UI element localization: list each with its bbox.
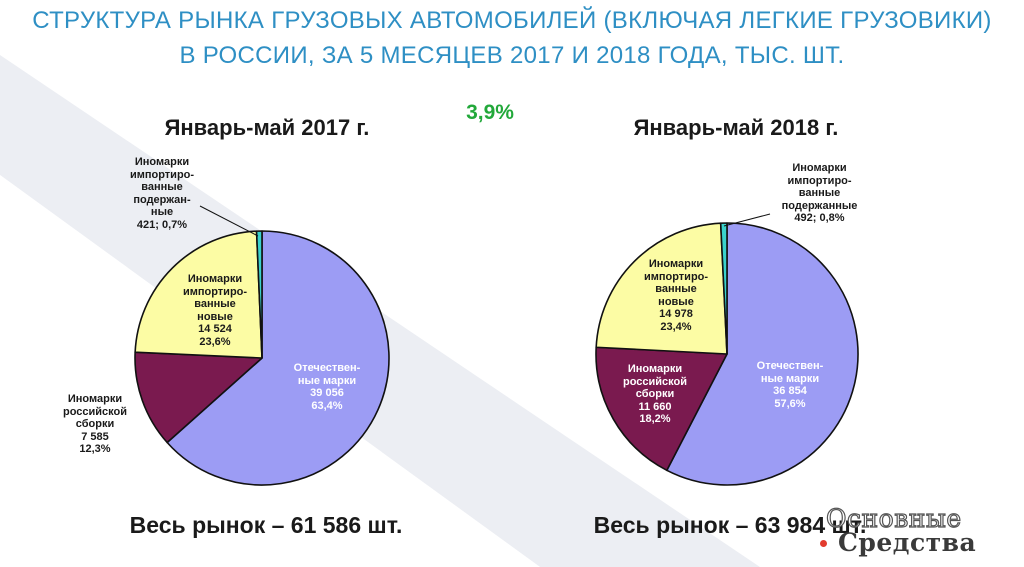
pie-2018-label-russian-line: 11 660: [638, 400, 672, 413]
pie-2018-label-new-line: ванные: [655, 283, 697, 295]
pie-2017-leader-line: [199, 205, 259, 237]
pie-2017-label-russian-line: российской: [62, 405, 127, 418]
pie-2017-label-domestic: Отечествен- ные марки 39 056 63,4%: [272, 362, 382, 412]
pie-2018-label-new-line: новые: [658, 295, 694, 308]
pie-2018-slice-imported-used: [719, 222, 728, 355]
pie-2017-label-domestic-line: Отечествен-: [293, 362, 361, 374]
pie-2018-label-domestic-line: 36 854: [773, 385, 807, 397]
pie-2018-slice-imported-new: [595, 222, 728, 355]
pie-2017-label-new-line: импортиро-: [182, 285, 248, 298]
logo-line-1: Основные: [825, 503, 962, 533]
pie-2017-label-new-line: 14 524: [198, 323, 232, 335]
pie-2017-total: Весь рынок – 61 586 шт.: [129, 512, 403, 538]
pie-2018-label-domestic-line: 57,6%: [774, 397, 806, 410]
pie-2017-label-russian-assembly: Иномарки российской сборки 7 585 12,3%: [50, 393, 140, 456]
pie-2018-label-russian-assembly: Иномарки российской сборки 11 660 18,2%: [610, 363, 700, 426]
pie-2017-slice-imported-used: [255, 230, 263, 359]
pie-2018-label-imported-used: Иномарки импортиро- ванные подержанные 4…: [762, 162, 877, 225]
chart-title-line-2: В РОССИИ, ЗА 5 МЕСЯЦЕВ 2017 И 2018 ГОДА,…: [179, 42, 845, 69]
pie-2017-label-new-line: Иномарки: [187, 273, 243, 285]
pie-2018-label-new-line: 14 978: [659, 308, 693, 320]
pie-2017-label-russian-line: 7 585: [81, 430, 109, 443]
pie-2017-label-russian-line: 12,3%: [79, 443, 111, 455]
pie-2017-label-imported-used: Иномарки импортиро- ванные подержан- ные…: [112, 156, 212, 231]
pie-2018-label-new-line: 23,4%: [660, 320, 692, 333]
pie-2017-label-russian-line: Иномарки: [67, 393, 123, 405]
pie-2018-label-russian-line: 18,2%: [639, 413, 671, 425]
pie-2017-label-used-line: 421; 0,7%: [136, 218, 188, 231]
pie-2017-label-new-line: ванные: [194, 298, 236, 310]
pie-2018-label-used-line: ванные: [798, 187, 841, 199]
pie-2018-leader-line: [723, 213, 771, 227]
pie-2017-label-domestic-line: 63,4%: [311, 399, 343, 412]
pie-2018-label-used-line: 492; 0,8%: [794, 212, 845, 224]
growth-percentage: 3,9%: [466, 101, 514, 124]
pie-2018-title: Январь-май 2018 г.: [633, 115, 839, 140]
logo-line-2: Средства: [838, 528, 977, 557]
pie-2017-label-used-line: ванные: [141, 181, 183, 193]
pie-2018-label-domestic: Отечествен- ные марки 36 854 57,6%: [740, 360, 840, 410]
pie-2017-label-imported-new: Иномарки импортиро- ванные новые 14 524 …: [165, 273, 265, 348]
pie-2018-label-new-line: Иномарки: [648, 258, 704, 270]
logo-dot-icon: [820, 540, 827, 547]
pie-2017-slice-domestic: [166, 230, 390, 486]
pie-2018-total: Весь рынок – 63 984 шт.: [593, 512, 867, 538]
pie-2018-label-domestic-line: Отечествен-: [756, 360, 824, 372]
pie-2017-slice-imported-new: [134, 230, 263, 359]
pie-2017-label-new-line: новые: [197, 310, 233, 323]
pie-2018-label-used-line: импортиро-: [787, 174, 852, 187]
pie-2017-label-russian-line: сборки: [75, 418, 115, 430]
osnovnye-sredstva-logo: Основные Средства: [798, 503, 1008, 560]
pie-2018-label-russian-line: Иномарки: [627, 363, 683, 375]
pie-2017-slice-russian-assembly: [134, 351, 263, 444]
pie-2018-label-imported-new: Иномарки импортиро- ванные новые 14 978 …: [626, 258, 726, 333]
pie-2018-label-used-line: Иномарки: [792, 162, 847, 174]
chart-title-line-1: СТРУКТУРА РЫНКА ГРУЗОВЫХ АВТОМОБИЛЕЙ (ВК…: [32, 7, 992, 34]
pie-2017-label-domestic-line: 39 056: [310, 387, 344, 399]
pie-2018-label-domestic-line: ные марки: [760, 372, 820, 385]
pie-2017-title: Январь-май 2017 г.: [164, 115, 370, 140]
pie-2017-label-used-line: подержан-: [133, 193, 191, 206]
pie-2017-label-used-line: Иномарки: [134, 156, 190, 168]
pie-2018-label-used-line: подержанные: [781, 199, 858, 212]
pie-2018-slice-russian-assembly: [595, 346, 728, 472]
pie-2018-label-russian-line: сборки: [635, 388, 675, 400]
pie-2017-label-used-line: ные: [150, 206, 174, 218]
pie-2018-label-new-line: импортиро-: [643, 270, 709, 283]
pie-2018-slice-domestic: [666, 222, 859, 486]
pie-2017-label-used-line: импортиро-: [129, 168, 195, 181]
pie-2017-label-new-line: 23,6%: [199, 335, 231, 348]
pie-2018-label-russian-line: российской: [622, 375, 687, 388]
pie-2017-label-domestic-line: ные марки: [297, 374, 357, 387]
